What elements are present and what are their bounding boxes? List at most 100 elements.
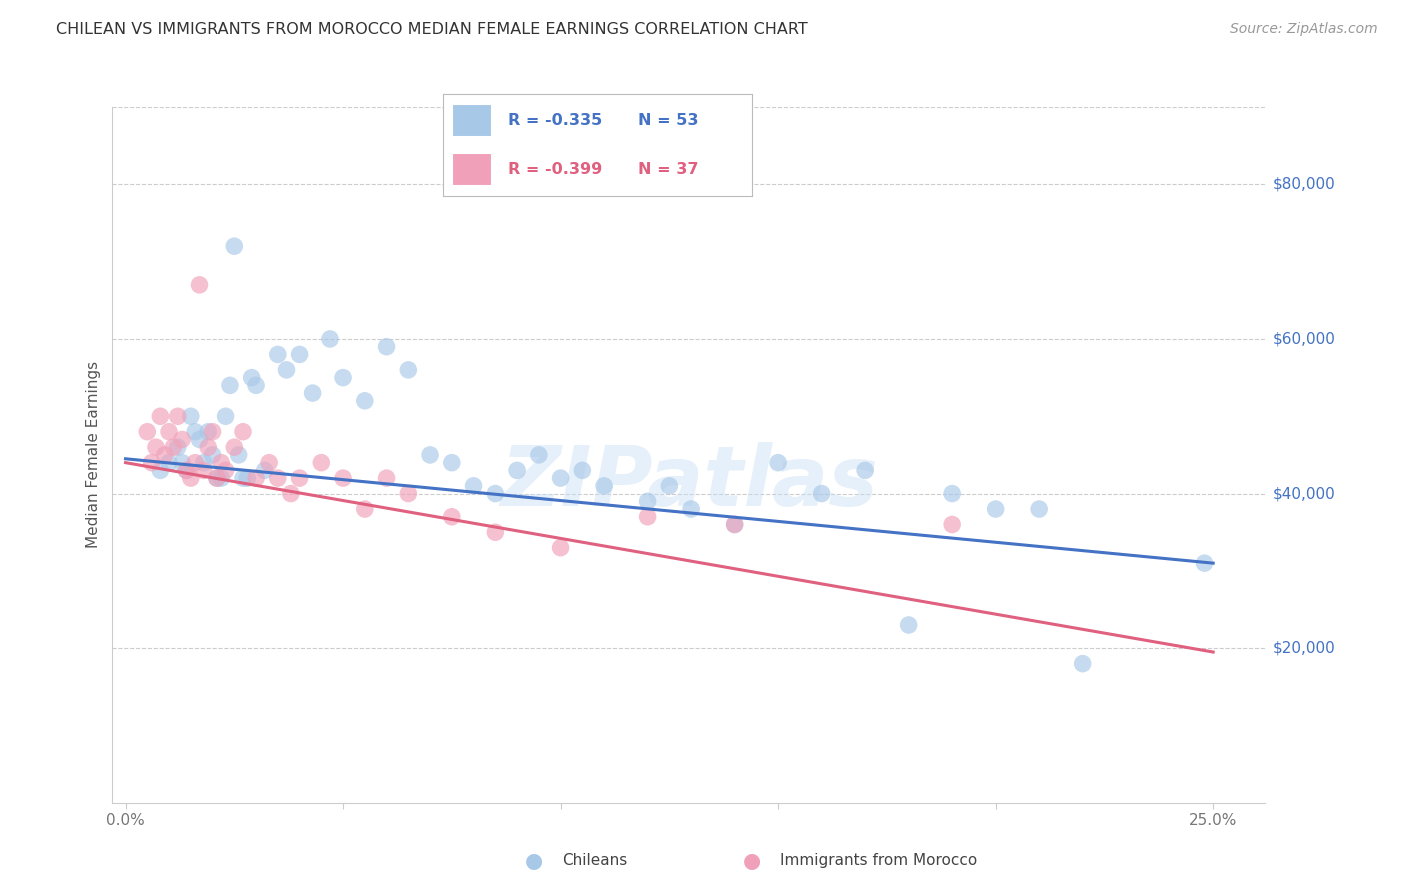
Point [184,456,207,470]
Point [550,541,572,555]
Text: N = 37: N = 37 [638,162,699,178]
Point [463,479,485,493]
Point [232,471,254,485]
Point [301,386,323,401]
Point [658,479,681,493]
Point [897,618,920,632]
Point [396,363,419,377]
Point [245,471,267,485]
Point [941,486,963,500]
FancyBboxPatch shape [453,104,492,136]
Point [193,456,215,470]
Point [681,502,703,516]
Point [193,463,215,477]
Point [153,448,176,462]
Point [550,471,572,485]
Point [319,332,342,346]
Point [1071,657,1094,671]
Text: N = 53: N = 53 [638,112,699,128]
Point [280,486,302,500]
Point [219,378,242,392]
Point [245,378,267,392]
Point [375,340,398,354]
Point [136,425,159,439]
Point [853,463,876,477]
Point [941,517,963,532]
Point [396,486,419,500]
Point [162,440,184,454]
Point [593,479,616,493]
Point [723,517,745,532]
Point [205,471,228,485]
Point [149,409,172,424]
Point [353,502,375,516]
Point [157,456,180,470]
Point [637,494,659,508]
Point [637,509,659,524]
Point [440,509,463,524]
Text: $20,000: $20,000 [1272,640,1336,656]
Point [176,463,198,477]
Point [253,463,276,477]
Point [157,425,180,439]
Point [353,393,375,408]
Point [571,463,593,477]
Point [288,347,311,361]
Text: Source: ZipAtlas.com: Source: ZipAtlas.com [1230,22,1378,37]
Text: Immigrants from Morocco: Immigrants from Morocco [780,854,977,868]
Point [201,425,224,439]
Point [201,448,224,462]
Point [197,425,219,439]
Point [180,409,202,424]
Point [240,370,263,384]
Point [141,456,163,470]
Text: ●: ● [526,851,543,871]
Point [506,463,529,477]
Point [288,471,311,485]
Y-axis label: Median Female Earnings: Median Female Earnings [86,361,101,549]
Point [484,525,506,540]
Point [236,471,259,485]
Point [267,471,290,485]
Text: $60,000: $60,000 [1272,332,1336,346]
Point [484,486,506,500]
Point [810,486,832,500]
FancyBboxPatch shape [453,153,492,186]
Point [1028,502,1050,516]
Point [267,347,290,361]
Point [205,471,228,485]
Text: $80,000: $80,000 [1272,177,1336,192]
Point [228,448,250,462]
Point [257,456,280,470]
Point [188,433,211,447]
Point [1194,556,1216,570]
Point [172,456,194,470]
Point [176,463,198,477]
Point [197,440,219,454]
Point [209,471,232,485]
Text: R = -0.399: R = -0.399 [508,162,602,178]
Text: Chileans: Chileans [562,854,627,868]
Text: ZIPatlas: ZIPatlas [501,442,877,524]
Point [276,363,298,377]
Point [224,239,246,253]
Point [184,425,207,439]
Point [766,456,789,470]
Text: $40,000: $40,000 [1272,486,1336,501]
Point [188,277,211,292]
Point [172,433,194,447]
Point [166,409,188,424]
Text: CHILEAN VS IMMIGRANTS FROM MOROCCO MEDIAN FEMALE EARNINGS CORRELATION CHART: CHILEAN VS IMMIGRANTS FROM MOROCCO MEDIA… [56,22,808,37]
Point [984,502,1007,516]
Point [332,370,354,384]
Point [419,448,441,462]
Point [224,440,246,454]
Point [166,440,188,454]
Point [209,456,232,470]
Point [214,463,236,477]
Point [145,440,167,454]
Point [180,471,202,485]
Point [375,471,398,485]
Text: ●: ● [744,851,761,871]
Point [332,471,354,485]
